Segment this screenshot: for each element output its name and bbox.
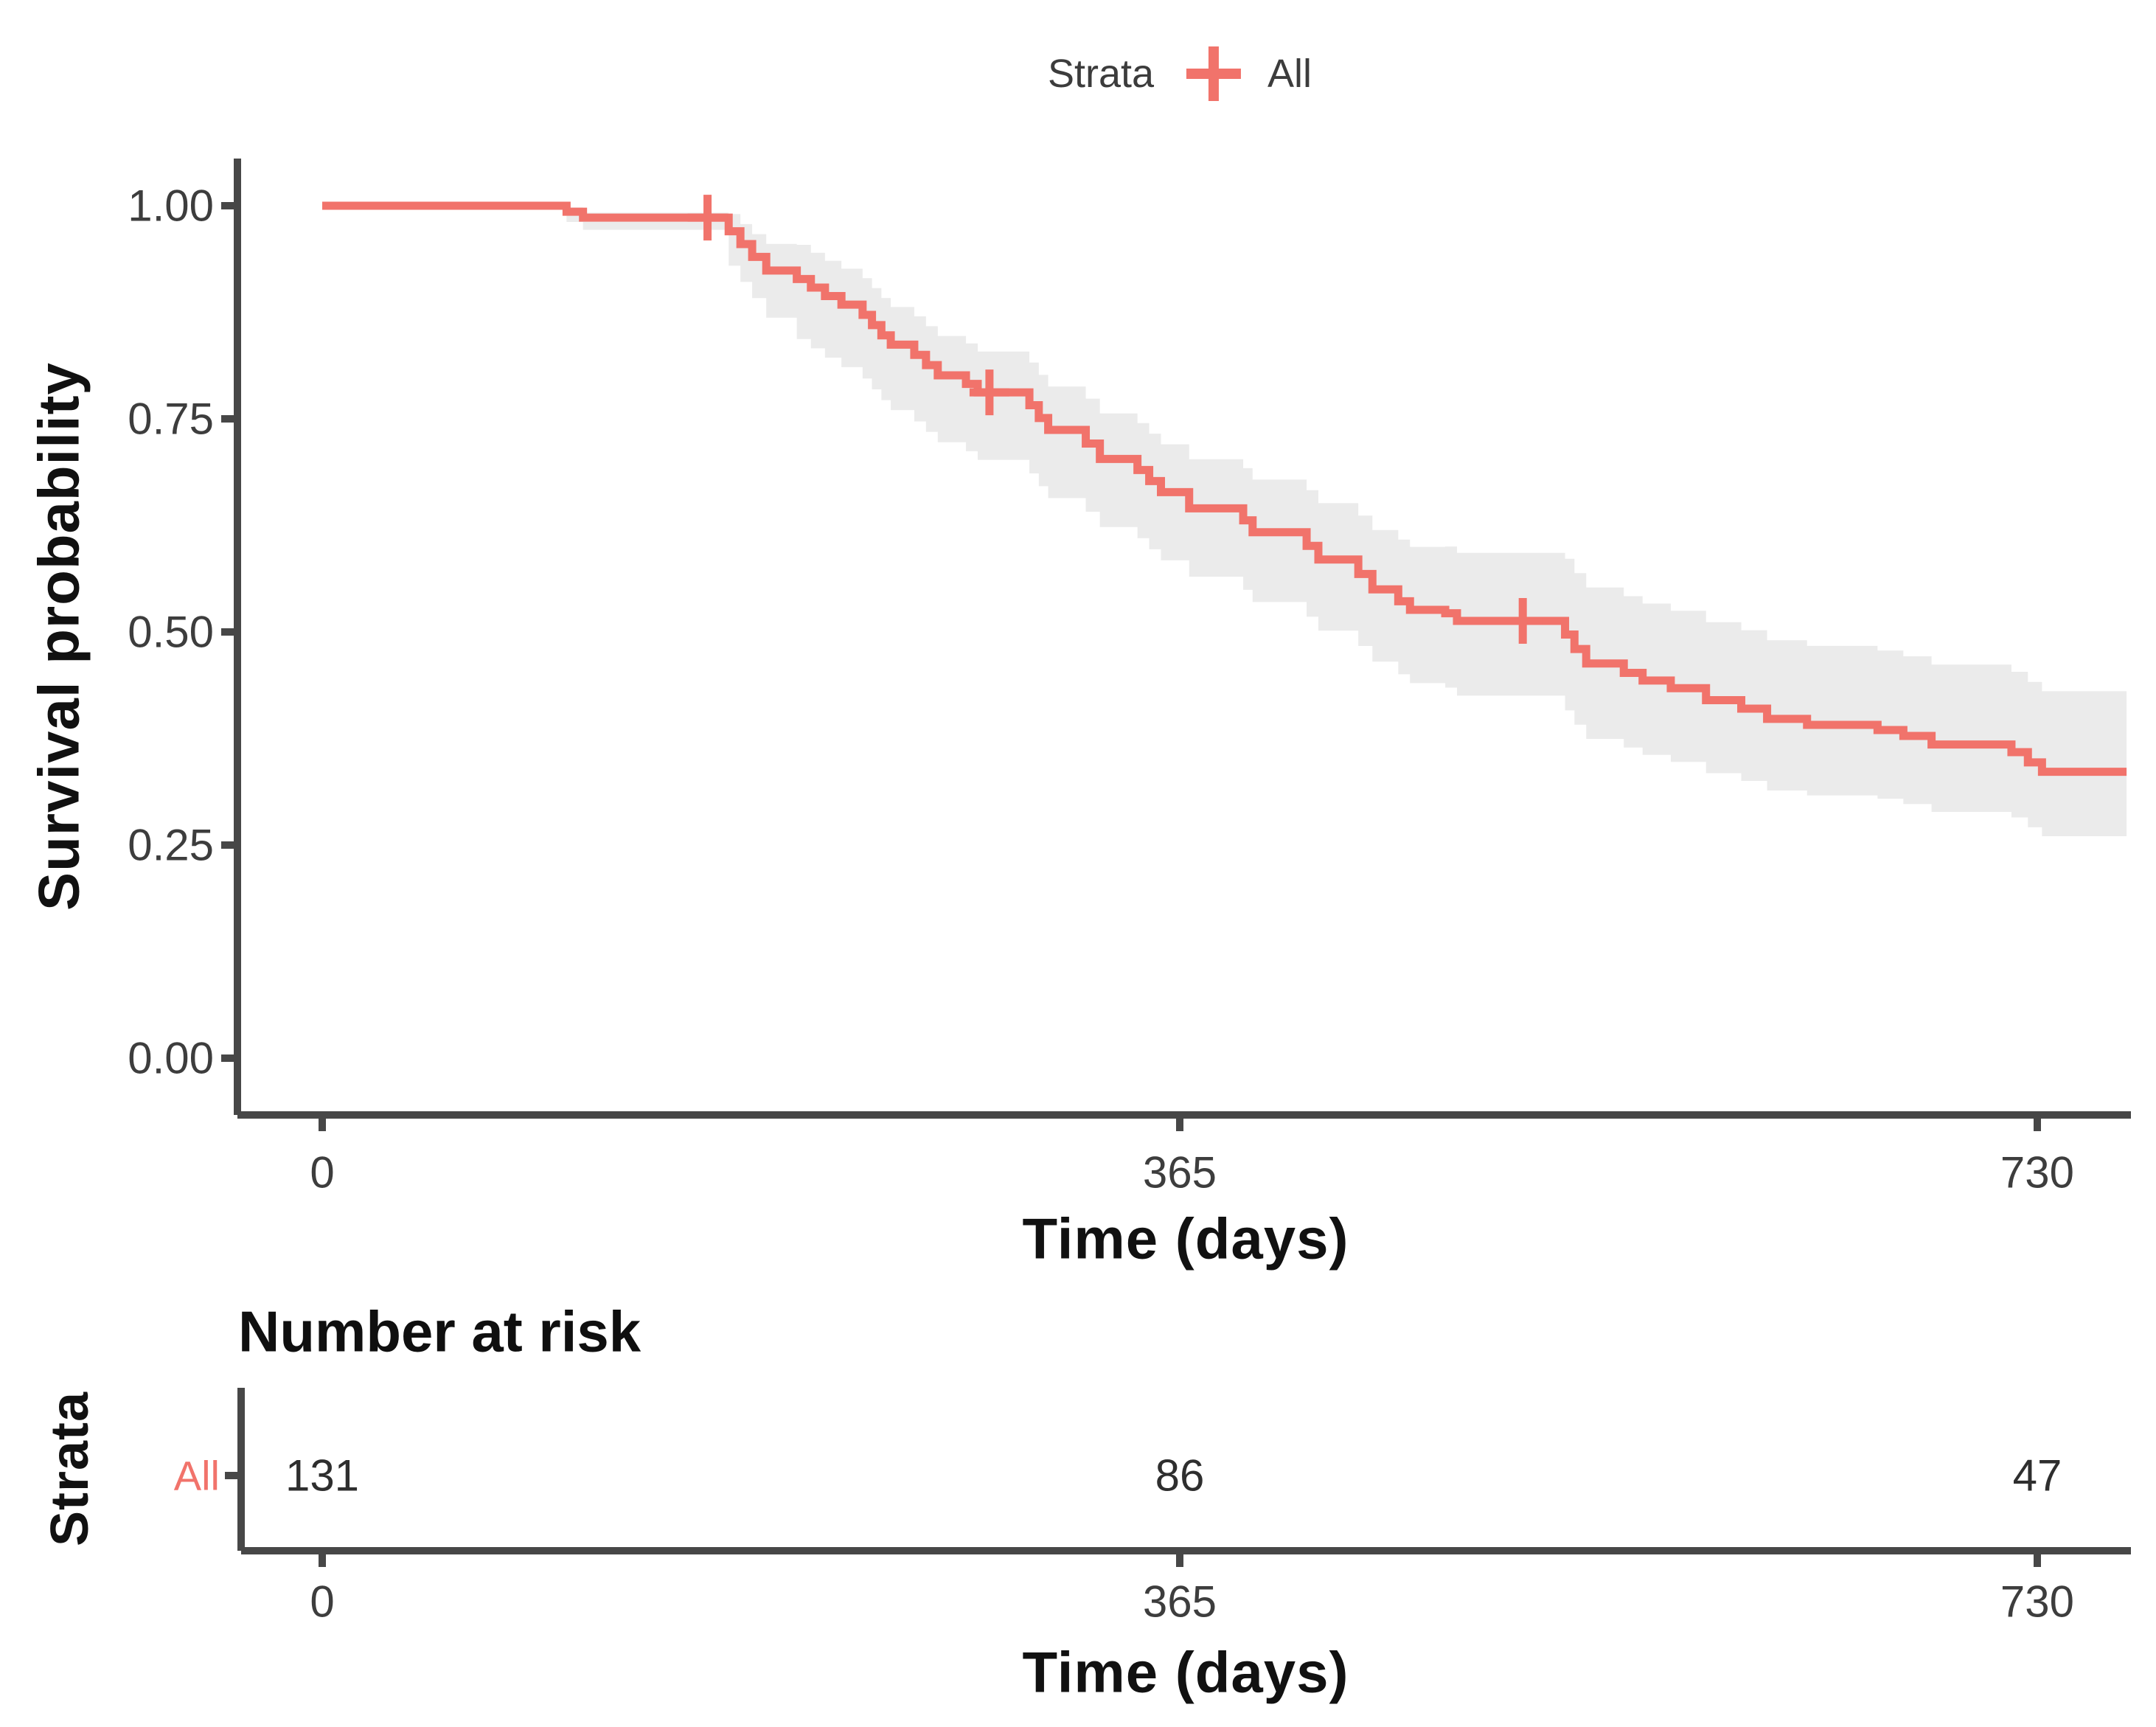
y-tick-label-0.50: 0.50	[128, 607, 214, 657]
risk-row-label-all: All	[173, 1452, 220, 1499]
km-step-curve	[322, 201, 2127, 776]
risk-value-86: 86	[1155, 1450, 1205, 1501]
y-tick-label-0.00: 0.00	[128, 1033, 214, 1083]
legend-item-all: All	[1182, 42, 1312, 105]
censor-plus-icon	[1186, 46, 1242, 101]
risk-x-tick-label-0: 0	[310, 1577, 335, 1627]
risk-table-y-label: Strata	[41, 1391, 100, 1547]
y-tick-label-1.00: 1.00	[128, 181, 214, 231]
risk-value-131: 131	[285, 1450, 360, 1501]
x-tick-label-730: 730	[2000, 1147, 2075, 1198]
legend: Strata All	[1048, 42, 1312, 105]
x-tick-label-0: 0	[310, 1147, 335, 1198]
confidence-band	[566, 207, 2127, 837]
risk-table-title: Number at risk	[238, 1299, 641, 1364]
censor-plus-mark	[1503, 597, 1543, 644]
legend-item-label: All	[1267, 52, 1312, 96]
censor-plus-mark	[687, 195, 728, 241]
legend-title: Strata	[1047, 52, 1155, 96]
risk-x-tick-label-730: 730	[2000, 1577, 2075, 1627]
risk-x-tick-label-365: 365	[1142, 1577, 1217, 1627]
y-axis-title: Survival probability	[26, 362, 91, 911]
y-tick-label-0.25: 0.25	[128, 820, 214, 870]
risk-x-axis-title: Time (days)	[1022, 1639, 1349, 1705]
y-tick-label-0.75: 0.75	[128, 394, 214, 444]
censor-marks	[687, 195, 1543, 644]
censor-plus-mark	[969, 369, 1009, 416]
axes	[221, 159, 2131, 1567]
x-tick-label-365: 365	[1142, 1147, 1217, 1198]
x-axis-title: Time (days)	[1022, 1206, 1349, 1271]
risk-value-47: 47	[2012, 1450, 2062, 1501]
